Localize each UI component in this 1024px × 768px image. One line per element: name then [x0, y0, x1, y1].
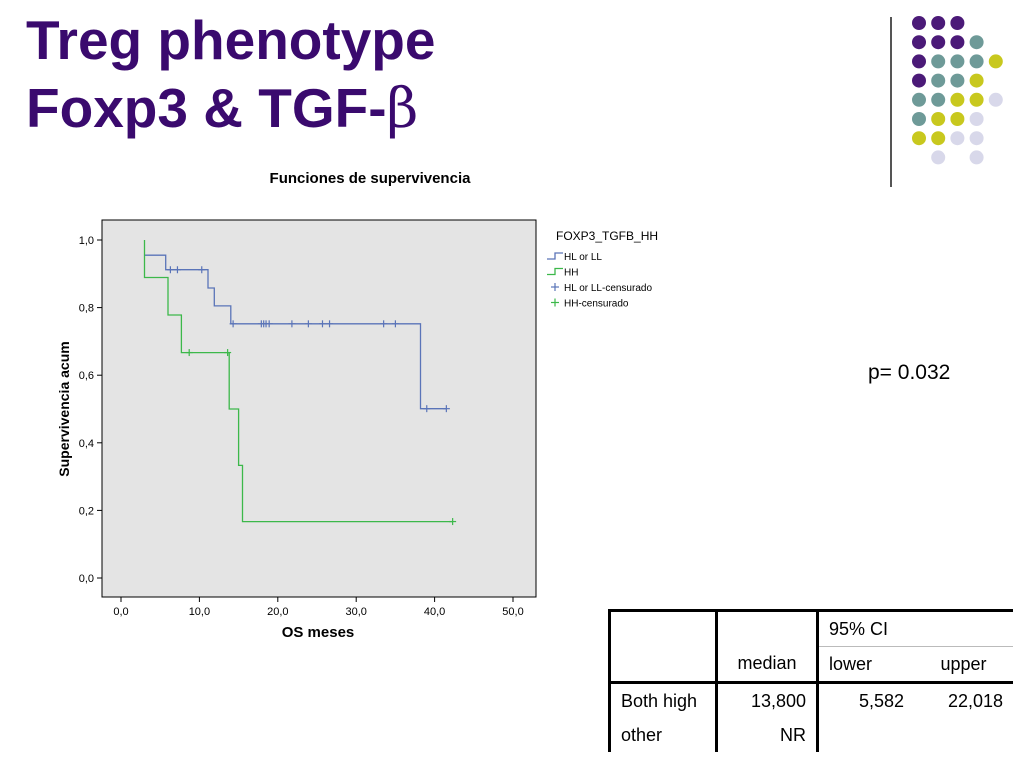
censor-mark — [449, 518, 457, 526]
median-survival-table: 95% CI median lower upper Both high 13,8… — [608, 609, 1013, 752]
plot-area — [101, 219, 537, 598]
legend-title: FOXP3_TGFB_HH — [556, 229, 658, 243]
censor-mark — [391, 320, 399, 328]
censor-mark — [423, 405, 431, 413]
x-axis-label: OS meses — [282, 624, 355, 641]
x-tick-label: 30,0 — [345, 606, 366, 618]
legend-item: HL or LL-censurado — [551, 283, 652, 294]
p-value-label: p= 0.032 — [868, 361, 951, 384]
title-line-1: Treg phenotype — [26, 9, 436, 71]
table-header-median: median — [716, 646, 819, 684]
censor-mark — [173, 266, 181, 274]
slide-title: Treg phenotype Foxp3 & TGF-β — [26, 6, 436, 142]
table-header-upper: upper — [914, 646, 1013, 684]
y-tick-label: 1,0 — [79, 235, 94, 247]
table-cell-upper: 22,018 — [947, 690, 1003, 711]
table-cell-group: other — [608, 718, 718, 752]
table-cell-upper — [914, 718, 1013, 752]
table-row: other NR — [608, 718, 1014, 752]
censor-mark — [166, 266, 174, 274]
table-corner-cell — [608, 609, 718, 647]
legend-item: HH — [547, 268, 578, 279]
table-header-ci: 95% CI — [817, 609, 1013, 647]
x-tick-label: 10,0 — [189, 606, 210, 618]
table-cell-lower — [818, 718, 915, 752]
y-tick-label: 0,0 — [79, 573, 94, 585]
series-line-hl-or-ll — [144, 254, 447, 410]
title-line-2-text: Foxp3 & TGF- — [26, 77, 387, 139]
x-tick-label: 20,0 — [267, 606, 288, 618]
censor-mark — [229, 320, 237, 328]
chart-title: Funciones de supervivencia — [270, 170, 472, 187]
legend-swatch-line — [547, 252, 563, 260]
table-cell-group: Both high — [608, 682, 718, 718]
y-tick-label: 0,6 — [79, 370, 94, 382]
legend-label: HL or LL — [564, 252, 602, 263]
table-header-lower: lower — [817, 646, 914, 684]
beta-symbol: β — [386, 76, 419, 140]
table-header-empty — [608, 646, 718, 684]
censor-mark — [380, 320, 388, 328]
x-tick-label: 50,0 — [502, 606, 523, 618]
legend-label: HH — [564, 268, 578, 279]
x-tick-label: 0,0 — [113, 606, 128, 618]
table-cell-median: NR — [716, 718, 819, 752]
y-tick-label: 0,2 — [79, 505, 94, 517]
censor-mark — [304, 320, 312, 328]
legend-label: HH-censurado — [564, 299, 629, 310]
legend-item: HL or LL — [547, 252, 602, 263]
censor-mark — [318, 320, 326, 328]
table-cell-lower: 5,582 — [858, 690, 904, 711]
censor-mark — [185, 349, 193, 357]
table-cell-median: 13,800 — [716, 682, 819, 718]
y-tick-label: 0,8 — [79, 303, 94, 315]
censor-mark — [224, 349, 232, 357]
censor-mark — [198, 266, 206, 274]
title-line-2: Foxp3 & TGF-β — [26, 74, 436, 142]
legend-item: HH-censurado — [551, 298, 629, 310]
censor-mark — [288, 320, 296, 328]
title-divider — [890, 17, 892, 187]
censor-mark — [265, 320, 273, 328]
table-header-median-top — [716, 609, 819, 647]
x-tick-label: 40,0 — [424, 606, 445, 618]
y-axis-label: Supervivencia acum — [56, 341, 72, 476]
legend-swatch-line — [547, 267, 563, 276]
y-tick-label: 0,4 — [79, 438, 94, 450]
table-row: Both high 13,800 5,582 22,018 — [608, 682, 1014, 718]
censor-mark — [326, 320, 334, 328]
censor-mark — [442, 405, 450, 413]
legend-label: HL or LL-censurado — [564, 283, 652, 294]
